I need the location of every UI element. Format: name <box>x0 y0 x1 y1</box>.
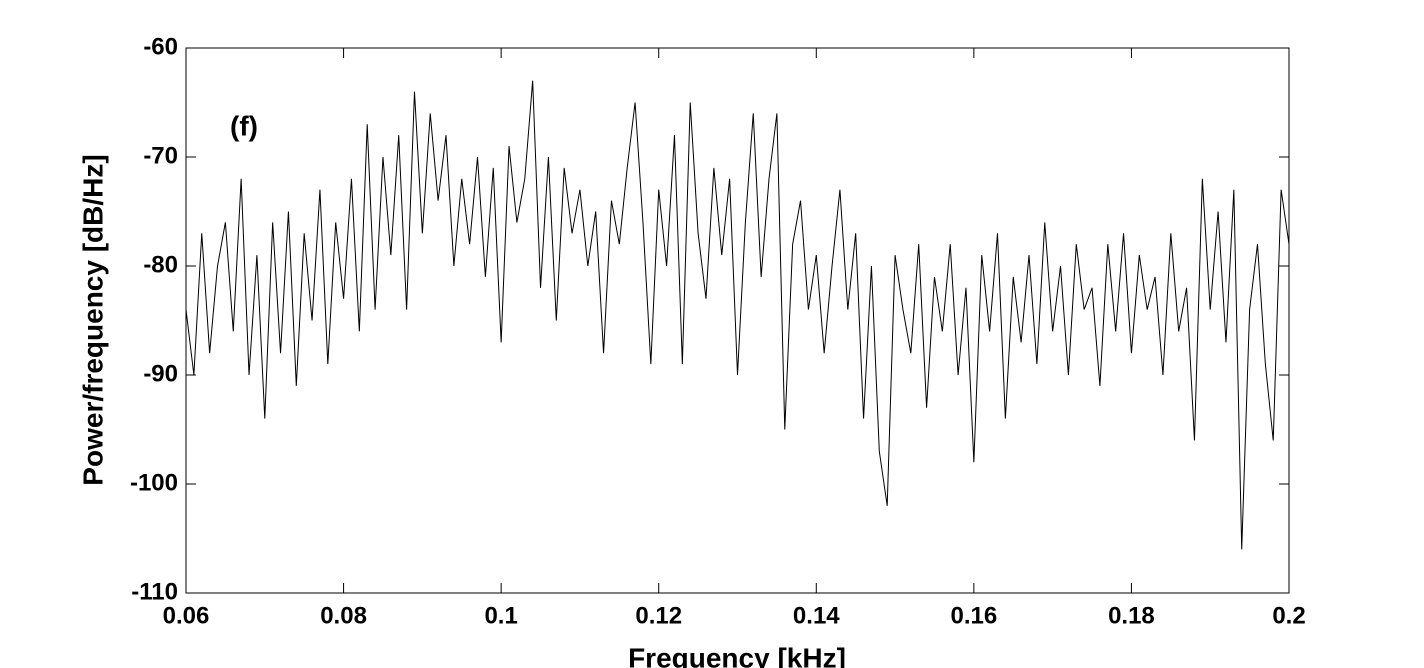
y-tick-label: -100 <box>130 469 178 496</box>
x-tick-label: 0.12 <box>635 602 682 629</box>
x-tick-label: 0.14 <box>793 602 840 629</box>
x-tick-label: 0.18 <box>1108 602 1155 629</box>
data-line <box>185 80 1290 550</box>
y-tick-label: -70 <box>143 142 178 169</box>
x-tick-label: 0.2 <box>1272 602 1305 629</box>
x-tick-label: 0.06 <box>163 602 210 629</box>
plot-frame <box>185 47 1290 594</box>
x-tick-label: 0.16 <box>950 602 997 629</box>
annotation: (f) <box>230 110 258 141</box>
y-tick-label: -110 <box>131 578 178 605</box>
y-tick-label: -60 <box>143 33 178 60</box>
y-tick-label: -90 <box>143 360 178 387</box>
y-tick-label: -80 <box>143 251 178 278</box>
x-axis-label: Frequency [kHz] <box>628 642 846 668</box>
x-tick-label: 0.08 <box>320 602 367 629</box>
y-axis-label: Power/frequency [dB/Hz] <box>77 154 108 485</box>
x-tick-label: 0.1 <box>484 602 517 629</box>
